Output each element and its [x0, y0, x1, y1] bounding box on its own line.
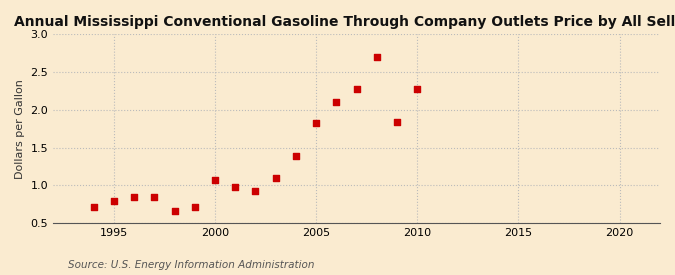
Point	[109, 199, 119, 204]
Point	[371, 55, 382, 59]
Point	[412, 87, 423, 92]
Point	[230, 185, 240, 189]
Point	[250, 189, 261, 194]
Point	[392, 120, 402, 124]
Point	[290, 154, 301, 158]
Point	[169, 209, 180, 213]
Point	[310, 121, 321, 126]
Y-axis label: Dollars per Gallon: Dollars per Gallon	[15, 79, 25, 179]
Text: Source: U.S. Energy Information Administration: Source: U.S. Energy Information Administ…	[68, 260, 314, 270]
Point	[149, 195, 160, 200]
Point	[190, 204, 200, 209]
Point	[270, 176, 281, 180]
Title: Annual Mississippi Conventional Gasoline Through Company Outlets Price by All Se: Annual Mississippi Conventional Gasoline…	[14, 15, 675, 29]
Point	[331, 100, 342, 104]
Point	[88, 205, 99, 210]
Point	[210, 178, 221, 182]
Point	[129, 195, 140, 200]
Point	[351, 87, 362, 92]
